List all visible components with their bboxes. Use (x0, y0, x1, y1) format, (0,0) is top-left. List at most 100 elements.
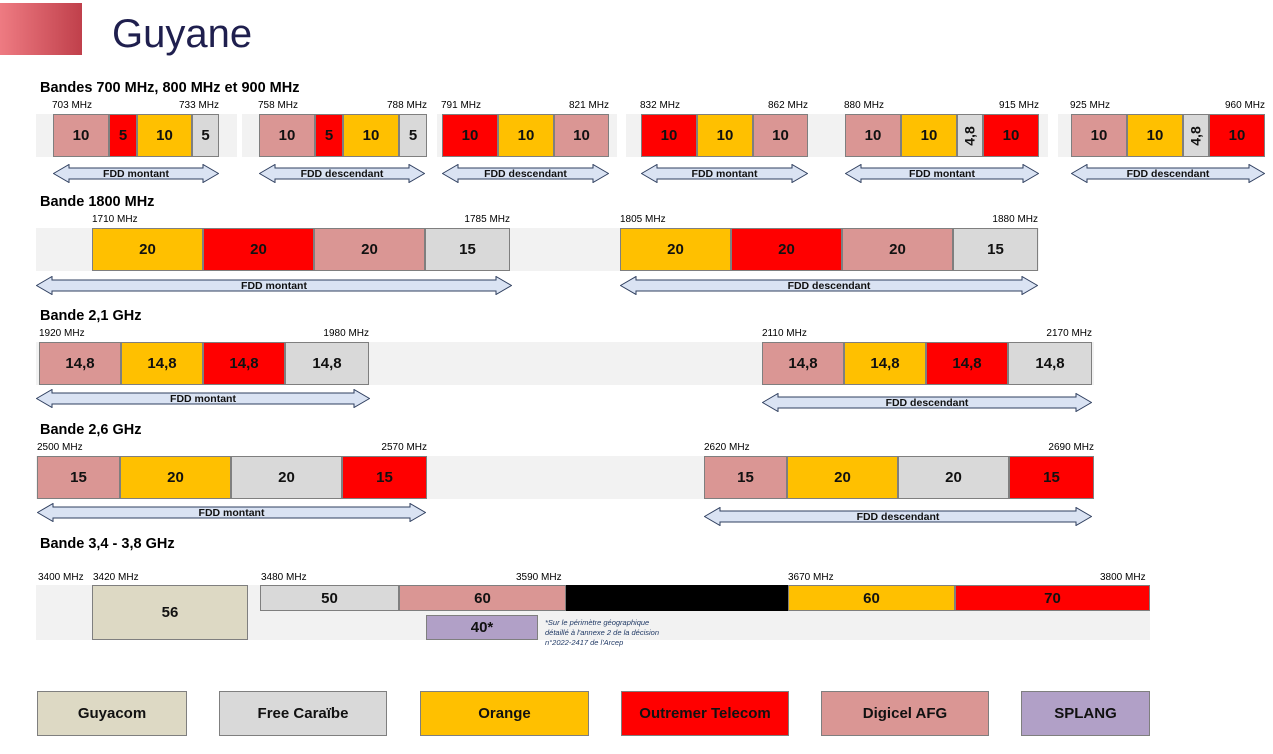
unassigned-segment (566, 585, 788, 611)
spectrum-segment: 20 (314, 228, 425, 271)
section-title: Bandes 700 MHz, 800 MHz et 900 MHz (40, 80, 300, 96)
spectrum-segment: 4,8 (957, 114, 983, 157)
freq-label: 3670 MHz (788, 572, 834, 583)
freq-end-label: 733 MHz (178, 100, 219, 111)
fdd-direction-arrow: FDD montant (37, 503, 426, 522)
spectrum-segment: 10 (1127, 114, 1183, 157)
legend-item: Guyacom (37, 691, 187, 736)
freq-start-label: 1710 MHz (92, 214, 138, 225)
title-accent (0, 3, 82, 55)
fdd-direction-arrow: FDD descendant (442, 164, 609, 183)
fdd-direction-label: FDD montant (241, 279, 307, 292)
freq-end-label: 862 MHz (767, 100, 808, 111)
page-title: Guyane (112, 12, 253, 56)
freq-label: 3590 MHz (516, 572, 562, 583)
fdd-direction-label: FDD montant (170, 392, 236, 405)
double-arrow-icon (641, 164, 808, 183)
spectrum-segment: 10 (697, 114, 753, 157)
spectrum-segment: 70 (955, 585, 1150, 611)
fdd-direction-label: FDD montant (103, 167, 169, 180)
spectrum-segment: 20 (620, 228, 731, 271)
freq-start-label: 2110 MHz (762, 328, 807, 339)
legend-item: Free Caraïbe (219, 691, 387, 736)
double-arrow-icon (37, 503, 426, 522)
spectrum-segment: 10 (901, 114, 957, 157)
freq-end-label: 2170 MHz (1046, 328, 1092, 339)
spectrum-segment: 10 (753, 114, 808, 157)
spectrum-segment: 10 (442, 114, 498, 157)
segment-value: 4,8 (962, 125, 978, 146)
double-arrow-icon (620, 276, 1038, 295)
fdd-direction-arrow: FDD descendant (704, 507, 1092, 526)
fdd-direction-arrow: FDD montant (845, 164, 1039, 183)
fdd-direction-arrow: FDD montant (36, 276, 512, 295)
freq-start-label: 758 MHz (258, 100, 299, 111)
fdd-direction-arrow: FDD descendant (762, 393, 1092, 412)
freq-label: 3400 MHz (38, 572, 84, 583)
spectrum-segment: 10 (641, 114, 697, 157)
freq-label: 3800 MHz (1100, 572, 1146, 583)
spectrum-segment: 15 (342, 456, 427, 499)
spectrum-segment: 20 (898, 456, 1009, 499)
double-arrow-icon (704, 507, 1092, 526)
spectrum-segment: 15 (425, 228, 510, 271)
double-arrow-icon (36, 389, 370, 408)
freq-start-label: 1805 MHz (620, 214, 666, 225)
fdd-direction-label: FDD descendant (484, 167, 567, 180)
fdd-direction-label: FDD montant (909, 167, 975, 180)
fdd-direction-arrow: FDD descendant (1071, 164, 1265, 183)
legend-item: SPLANG (1021, 691, 1150, 736)
spectrum-segment: 14,8 (926, 342, 1008, 385)
spectrum-segment: 60 (399, 585, 566, 611)
spectrum-segment: 50 (260, 585, 399, 611)
freq-start-label: 2620 MHz (704, 442, 750, 453)
spectrum-segment: 20 (787, 456, 898, 499)
spectrum-segment: 10 (498, 114, 554, 157)
freq-end-label: 960 MHz (1224, 100, 1265, 111)
fdd-direction-label: FDD montant (691, 167, 758, 180)
freq-start-label: 2500 MHz (37, 442, 83, 453)
spectrum-segment: 14,8 (203, 342, 285, 385)
footnote-line: n°2022-2417 de l'Arcep (545, 638, 624, 647)
freq-start-label: 832 MHz (640, 100, 681, 111)
footnote-line: *Sur le périmètre géographique (545, 618, 650, 627)
fdd-direction-arrow: FDD descendant (259, 164, 425, 183)
spectrum-segment: 10 (137, 114, 192, 157)
spectrum-segment: 10 (1071, 114, 1127, 157)
spectrum-segment: 14,8 (121, 342, 203, 385)
segment-value: 4,8 (1188, 125, 1204, 146)
spectrum-segment: 20 (731, 228, 842, 271)
spectrum-segment: 5 (315, 114, 343, 157)
double-arrow-icon (1071, 164, 1265, 183)
spectrum-segment: 15 (1009, 456, 1094, 499)
section-title: Bande 2,6 GHz (40, 422, 142, 438)
spectrum-segment: 10 (983, 114, 1039, 157)
fdd-direction-arrow: FDD montant (53, 164, 219, 183)
freq-end-label: 1880 MHz (992, 214, 1038, 225)
fdd-direction-label: FDD descendant (300, 167, 384, 180)
freq-start-label: 703 MHz (52, 100, 93, 111)
spectrum-segment: 15 (953, 228, 1038, 271)
spectrum-segment: 10 (554, 114, 609, 157)
spectrum-segment: 10 (343, 114, 399, 157)
freq-start-label: 925 MHz (1070, 100, 1111, 111)
fdd-direction-label: FDD descendant (1126, 167, 1210, 180)
double-arrow-icon (762, 393, 1092, 412)
fdd-direction-label: FDD descendant (856, 510, 940, 523)
legend-item: Orange (420, 691, 589, 736)
legend-item: Outremer Telecom (621, 691, 789, 736)
freq-label: 3480 MHz (261, 572, 307, 583)
fdd-direction-arrow: FDD montant (36, 389, 370, 408)
freq-end-label: 2570 MHz (381, 442, 427, 453)
freq-end-label: 788 MHz (386, 100, 427, 111)
fdd-direction-arrow: FDD descendant (620, 276, 1038, 295)
double-arrow-icon (442, 164, 609, 183)
spectrum-segment: 5 (192, 114, 219, 157)
spectrum-segment: 60 (788, 585, 955, 611)
legend-item: Digicel AFG (821, 691, 989, 736)
spectrum-segment: 10 (259, 114, 315, 157)
spectrum-segment: 10 (845, 114, 901, 157)
fdd-direction-label: FDD descendant (787, 279, 871, 292)
double-arrow-icon (845, 164, 1039, 183)
